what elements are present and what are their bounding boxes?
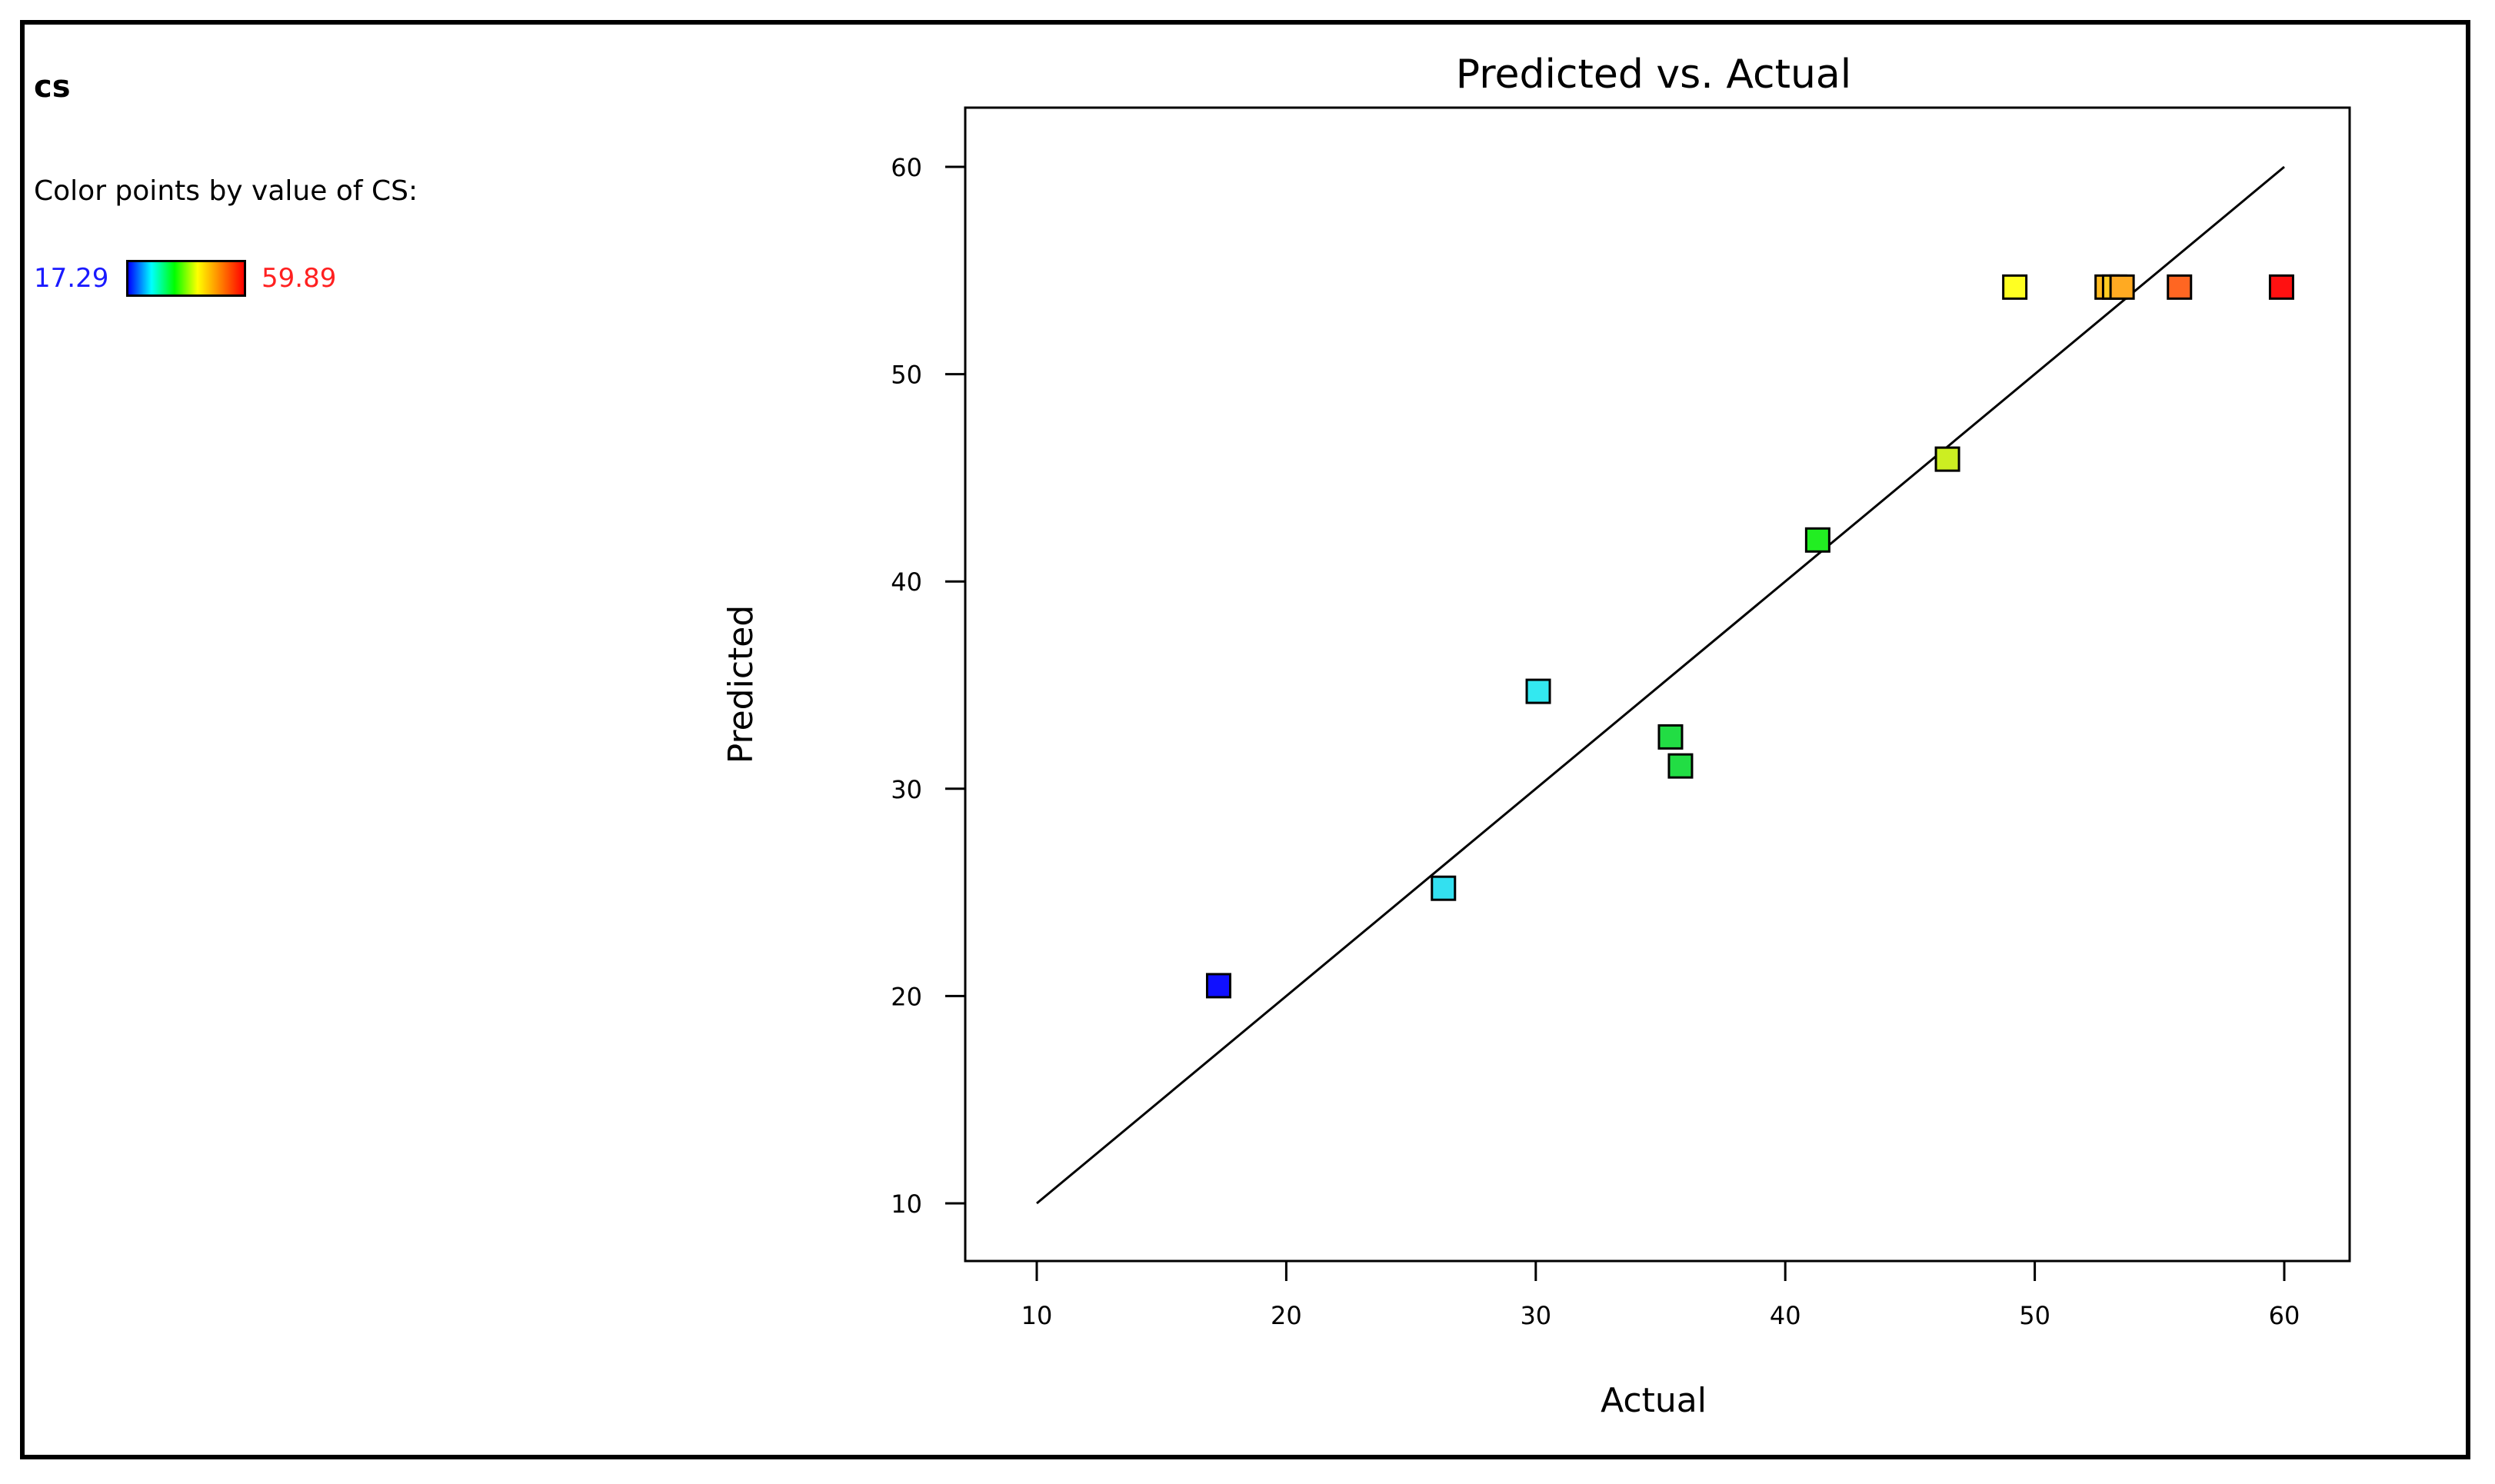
data-point <box>1431 875 1457 901</box>
legend-max-label: 59.89 <box>261 263 337 294</box>
y-axis-label: Predicted <box>721 605 761 764</box>
legend-description: Color points by value of CS: <box>34 175 418 207</box>
y-tick-label: 40 <box>891 567 922 597</box>
y-axis: 10 20 30 40 50 60 <box>891 153 965 1219</box>
x-axis-label: Actual <box>1601 1381 1707 1420</box>
y-tick-label: 50 <box>891 361 922 390</box>
data-point <box>1657 724 1684 750</box>
x-tick-label: 40 <box>1770 1301 1801 1330</box>
data-point <box>1205 973 1231 999</box>
legend-color-gradient <box>126 260 246 297</box>
y-tick-label: 20 <box>891 982 922 1011</box>
y-tick-label: 60 <box>891 153 922 182</box>
data-point <box>2002 274 2028 300</box>
legend-heading: cs <box>34 69 71 105</box>
data-point <box>2109 274 2135 300</box>
x-tick-label: 60 <box>2269 1301 2300 1330</box>
data-point <box>1525 678 1551 704</box>
data-point <box>2167 274 2193 300</box>
legend-min-label: 17.29 <box>34 263 109 294</box>
reference-line <box>1036 165 2285 1205</box>
y-tick-label: 10 <box>891 1190 922 1219</box>
y-tick-label: 30 <box>891 775 922 804</box>
data-points <box>1205 274 2294 999</box>
chart-title: Predicted vs. Actual <box>1456 52 1851 98</box>
data-point <box>1804 527 1830 553</box>
data-point <box>1934 446 1960 472</box>
x-axis: 10 20 30 40 50 60 <box>1021 1261 2300 1330</box>
data-point <box>1667 753 1694 779</box>
x-tick-label: 30 <box>1520 1301 1551 1330</box>
figure-frame <box>20 20 2470 1459</box>
x-tick-label: 20 <box>1271 1301 1302 1330</box>
data-point <box>2268 274 2294 300</box>
plot-area <box>964 106 2351 1263</box>
x-tick-label: 50 <box>2019 1301 2050 1330</box>
x-tick-label: 10 <box>1021 1301 1053 1330</box>
